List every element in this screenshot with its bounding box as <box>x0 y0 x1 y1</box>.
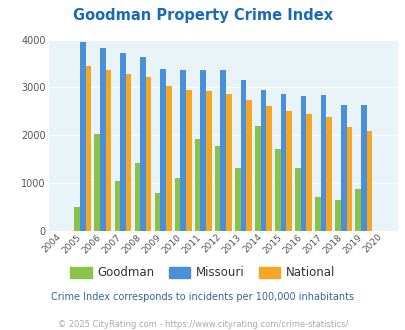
Bar <box>260 90 266 231</box>
Bar <box>245 100 251 231</box>
Bar <box>366 130 371 231</box>
Bar <box>154 193 160 231</box>
Legend: Goodman, Missouri, National: Goodman, Missouri, National <box>66 262 339 284</box>
Bar <box>85 66 91 231</box>
Bar <box>120 53 126 231</box>
Bar <box>240 80 245 231</box>
Bar <box>335 200 340 231</box>
Bar <box>314 197 320 231</box>
Bar <box>94 134 100 231</box>
Bar <box>294 168 300 231</box>
Bar <box>145 77 151 231</box>
Bar <box>114 181 120 231</box>
Bar <box>140 57 145 231</box>
Bar <box>80 42 85 231</box>
Bar <box>226 94 231 231</box>
Bar <box>275 149 280 231</box>
Bar <box>126 74 131 231</box>
Bar <box>326 117 331 231</box>
Bar <box>345 127 351 231</box>
Bar <box>306 114 311 231</box>
Bar <box>160 69 166 231</box>
Text: © 2025 CityRating.com - https://www.cityrating.com/crime-statistics/: © 2025 CityRating.com - https://www.city… <box>58 320 347 329</box>
Text: Goodman Property Crime Index: Goodman Property Crime Index <box>73 8 332 23</box>
Bar <box>354 189 360 231</box>
Bar <box>214 146 220 231</box>
Bar <box>166 85 171 231</box>
Bar <box>340 105 345 231</box>
Bar <box>234 168 240 231</box>
Bar <box>105 70 111 231</box>
Bar <box>194 139 200 231</box>
Bar <box>266 106 271 231</box>
Bar <box>100 48 105 231</box>
Bar <box>205 91 211 231</box>
Bar <box>320 95 326 231</box>
Bar <box>220 70 226 231</box>
Bar <box>254 126 260 231</box>
Bar <box>74 207 80 231</box>
Bar <box>134 163 140 231</box>
Bar <box>280 94 286 231</box>
Bar <box>200 70 205 231</box>
Bar <box>185 90 191 231</box>
Bar <box>286 111 291 231</box>
Bar <box>300 96 306 231</box>
Bar <box>360 105 366 231</box>
Bar <box>180 70 185 231</box>
Bar <box>174 178 180 231</box>
Text: Crime Index corresponds to incidents per 100,000 inhabitants: Crime Index corresponds to incidents per… <box>51 292 354 302</box>
